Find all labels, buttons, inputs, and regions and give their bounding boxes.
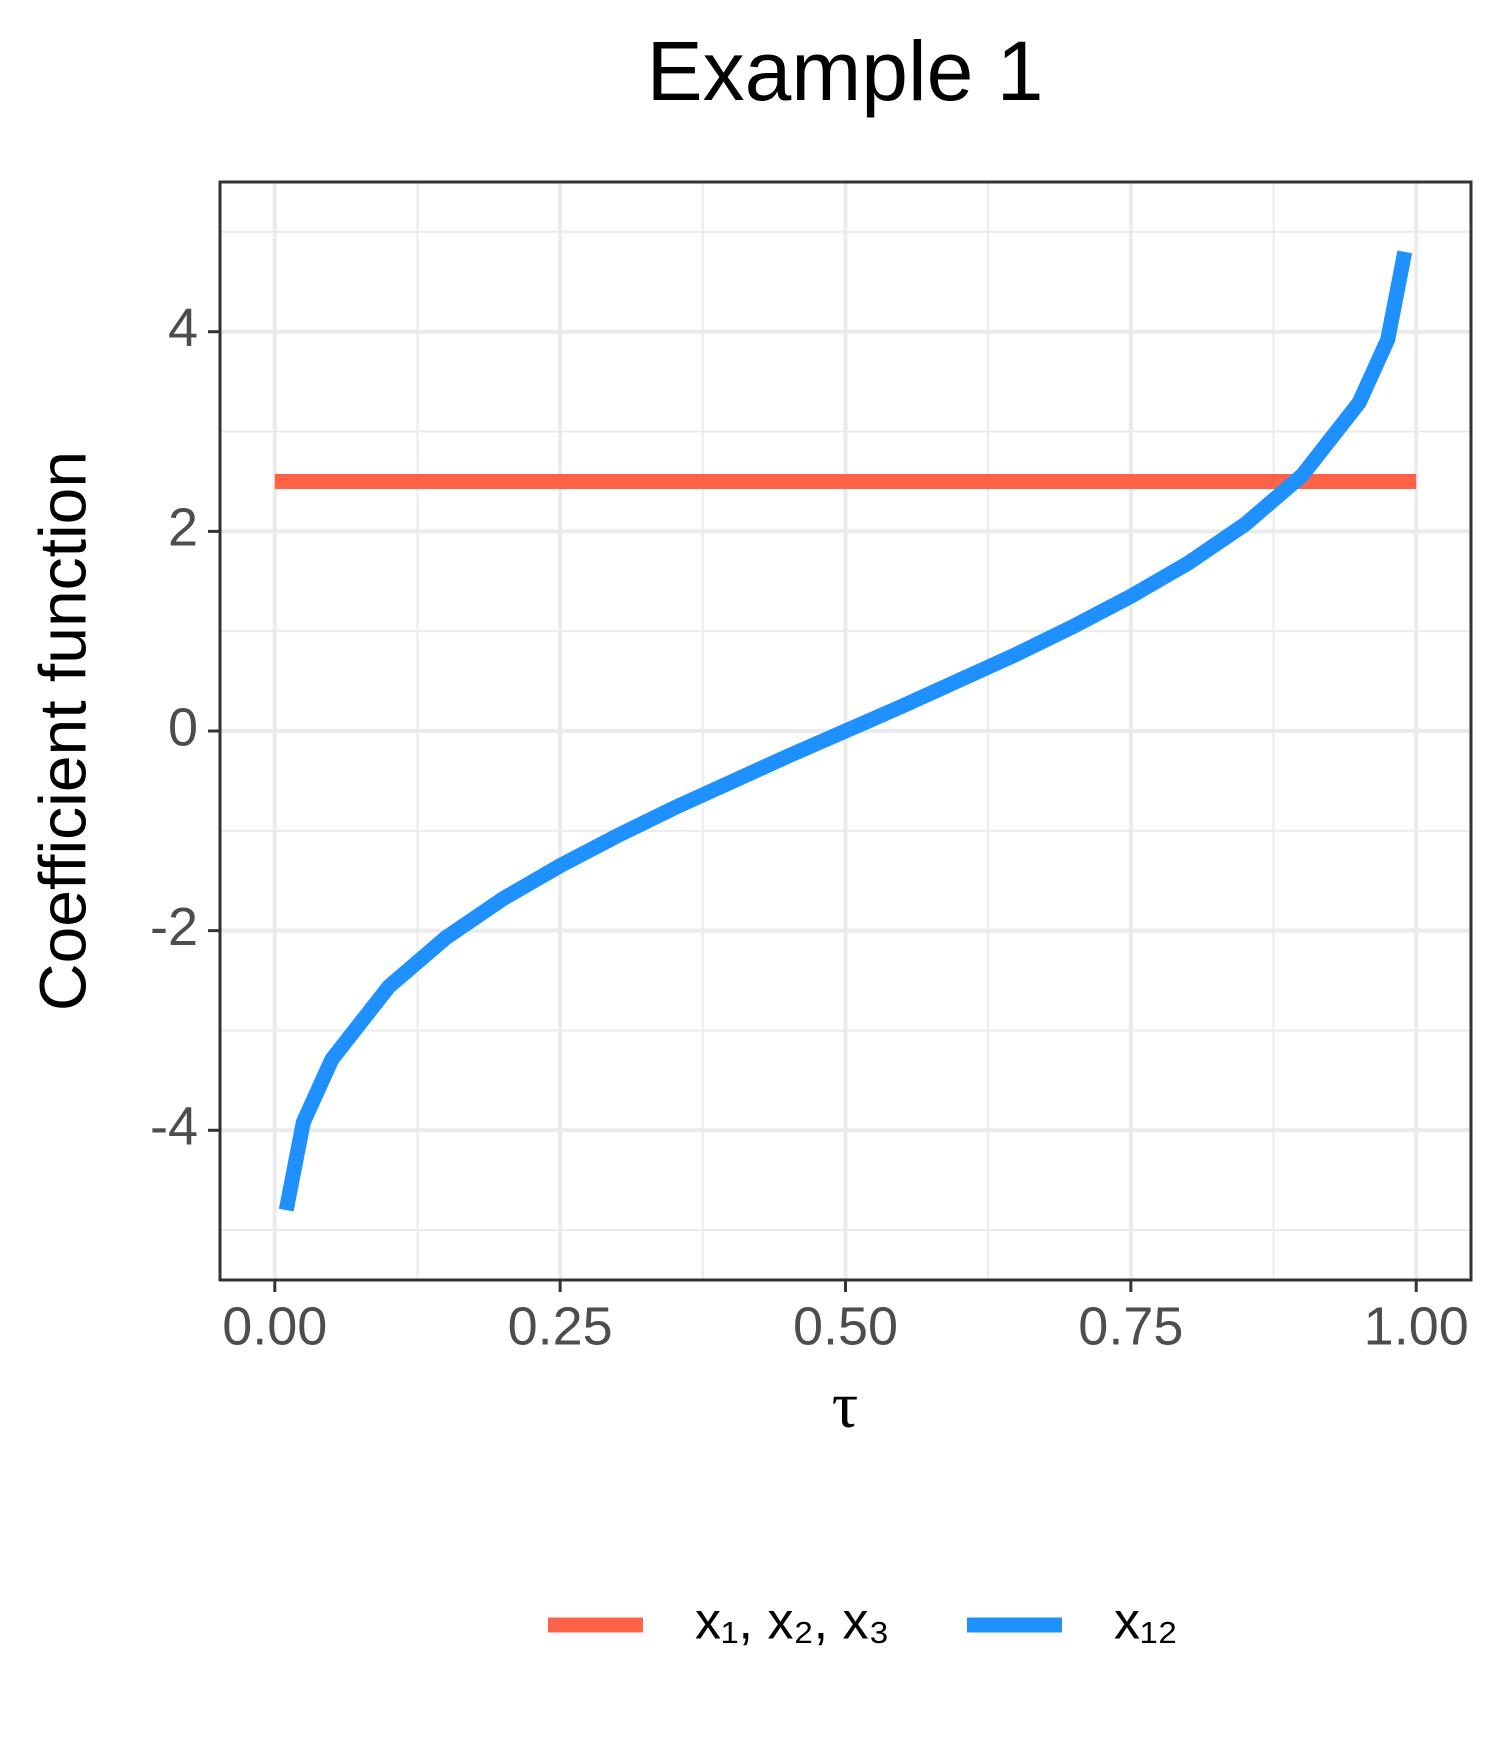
x-tick-label: 1.00 (1364, 1296, 1469, 1356)
line (278, 250, 1413, 1212)
legend-label: x₁₂ (1114, 1593, 1178, 1651)
x-tick-label: 0.25 (508, 1296, 613, 1356)
chart-title: Example 1 (647, 24, 1044, 118)
y-tick-label: 0 (168, 697, 198, 757)
y-tick-label: -2 (150, 897, 198, 957)
y-axis-label: Coefficient function (25, 451, 99, 1011)
x-axis-label: τ (832, 1369, 859, 1442)
panel-border (218, 180, 1473, 1282)
x-tick-label: 0.00 (222, 1296, 327, 1356)
x-tick-label: 0.75 (1078, 1296, 1183, 1356)
y-tick-label: 2 (168, 498, 198, 558)
y-tick-label: -4 (150, 1097, 198, 1157)
y-tick-label: 4 (168, 298, 198, 358)
legend-label: x₁, x₂, x₃ (695, 1593, 890, 1651)
x-tick-label: 0.50 (793, 1296, 898, 1356)
